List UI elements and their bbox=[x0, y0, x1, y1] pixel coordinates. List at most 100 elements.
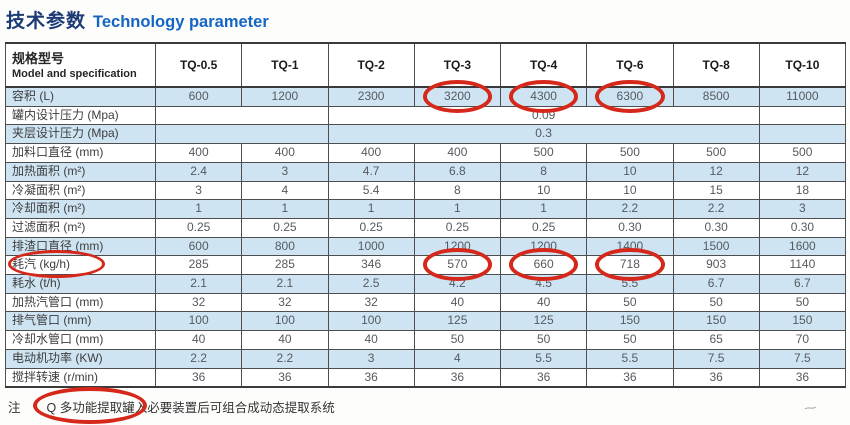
cell: 36 bbox=[586, 367, 674, 388]
cell: 600 bbox=[154, 236, 243, 257]
cell: 36 bbox=[413, 367, 502, 388]
cell: 346 bbox=[327, 255, 415, 276]
parameters-table: 规格型号 Model and specification TQ-0.5 TQ-1 T… bbox=[5, 42, 847, 389]
merged-value-cell: 0.09 bbox=[327, 105, 760, 126]
cell: 1 bbox=[154, 199, 243, 219]
table-row: 耗汽 (kg/h) 285 285 346 570 660 718 903 1140 bbox=[5, 248, 847, 282]
cell: 40 bbox=[154, 330, 243, 350]
corner-squiggle-mark: ~ bbox=[802, 399, 819, 418]
cell: 0.30 bbox=[758, 217, 847, 238]
row-label: 搅拌转速 (r/min) bbox=[5, 367, 156, 388]
cell: 50 bbox=[499, 330, 588, 350]
cell-red-circled: 3200 bbox=[413, 79, 502, 113]
row-label: 排渣口直径 (mm) bbox=[5, 236, 156, 257]
cell: 7.5 bbox=[672, 348, 760, 369]
cell: 0.30 bbox=[586, 217, 674, 238]
cell: 3 bbox=[327, 348, 415, 369]
column-header-tq-6: TQ-6 bbox=[586, 42, 674, 88]
cell: 36 bbox=[327, 367, 415, 388]
table-row: 耗水 (t/h) 2.1 2.1 2.5 4.2 4.5 5.5 6.7 6.7 bbox=[5, 274, 847, 294]
column-header-tq-8: TQ-8 bbox=[672, 42, 760, 88]
table-row: 容积 (L) 600 1200 2300 3200 4300 6300 8500 11000 bbox=[5, 79, 847, 113]
cell: 50 bbox=[586, 292, 674, 313]
cell: 5.5 bbox=[499, 348, 588, 369]
cell: 0.25 bbox=[327, 217, 415, 238]
cell: 800 bbox=[241, 236, 329, 257]
table-row: 加热面积 (m²) 2.4 3 4.7 6.8 8 10 12 12 bbox=[5, 161, 847, 182]
cell: 32 bbox=[241, 292, 329, 313]
cell: 1 bbox=[327, 199, 415, 219]
table-row: 排气管口 (mm) 100 100 100 125 125 150 150 150 bbox=[5, 311, 847, 332]
footnote-circled-text: Q 多功能提取罐 bbox=[32, 387, 147, 424]
cell: 4.2 bbox=[413, 274, 502, 294]
cell: 2.4 bbox=[154, 161, 243, 182]
cell: 50 bbox=[758, 292, 847, 313]
row-label: 冷却面积 (m²) bbox=[5, 199, 156, 219]
cell: 2.5 bbox=[327, 274, 415, 294]
cell: 2.2 bbox=[241, 348, 329, 369]
table-row: 过滤面积 (m²) 0.25 0.25 0.25 0.25 0.25 0.30 0.30 0.3… bbox=[5, 217, 847, 238]
empty-cell bbox=[155, 105, 329, 126]
cell: 500 bbox=[758, 143, 847, 163]
cell: 3 bbox=[154, 180, 243, 201]
cell: 36 bbox=[758, 367, 847, 388]
table-row: 排渣口直径 (mm) 600 800 1000 1200 1200 1400 1500 1600 bbox=[5, 236, 847, 257]
title-english: Technology parameter bbox=[93, 13, 269, 31]
header-row: 规格型号 Model and specification TQ-0.5 TQ-1 T… bbox=[5, 42, 847, 88]
row-label: 冷却水管口 (mm) bbox=[5, 330, 156, 350]
row-label: 加热汽管口 (mm) bbox=[5, 292, 156, 313]
cell: 400 bbox=[241, 143, 329, 163]
table-row: 加料口直径 (mm) 400 400 400 400 500 500 500 500 bbox=[5, 143, 847, 163]
row-label: 加料口直径 (mm) bbox=[5, 143, 156, 163]
cell: 7.5 bbox=[758, 348, 847, 369]
cell: 50 bbox=[413, 330, 502, 350]
cell: 32 bbox=[327, 292, 415, 313]
cell: 100 bbox=[154, 311, 243, 332]
row-label: 过滤面积 (m²) bbox=[5, 217, 156, 238]
cell: 32 bbox=[154, 292, 243, 313]
cell: 100 bbox=[327, 311, 415, 332]
cell: 1140 bbox=[758, 255, 847, 276]
row-label: 罐内设计压力 (Mpa) bbox=[5, 105, 156, 126]
cell: 5.5 bbox=[586, 348, 674, 369]
cell: 40 bbox=[499, 292, 588, 313]
cell: 0.25 bbox=[499, 217, 588, 238]
row-label: 夹层设计压力 (Mpa) bbox=[5, 124, 156, 145]
column-header-tq-2: TQ-2 bbox=[327, 42, 415, 88]
column-header-tq-3: TQ-3 bbox=[413, 42, 502, 88]
cell: 5.4 bbox=[327, 180, 415, 201]
cell: 15 bbox=[672, 180, 760, 201]
cell-red-circled: 6300 bbox=[586, 79, 674, 113]
table-row: 冷却水管口 (mm) 40 40 40 50 50 50 65 70 bbox=[5, 330, 847, 350]
cell: 70 bbox=[758, 330, 847, 350]
cell: 1200 bbox=[413, 236, 502, 257]
table-row: 搅拌转速 (r/min) 36 36 36 36 36 36 36 36 bbox=[5, 367, 847, 388]
cell: 0.25 bbox=[241, 217, 329, 238]
cell: 1200 bbox=[499, 236, 588, 257]
cell: 1200 bbox=[241, 86, 329, 107]
cell: 36 bbox=[241, 367, 329, 388]
cell: 2.2 bbox=[672, 199, 760, 219]
cell: 1 bbox=[499, 199, 588, 219]
cell: 4.5 bbox=[499, 274, 588, 294]
table-row: 加热汽管口 (mm) 32 32 32 40 40 50 50 50 bbox=[5, 292, 847, 313]
cell: 1 bbox=[241, 199, 329, 219]
cell: 3 bbox=[241, 161, 329, 182]
cell: 8 bbox=[413, 180, 502, 201]
cell: 2.1 bbox=[241, 274, 329, 294]
cell: 6.7 bbox=[758, 274, 847, 294]
cell: 10 bbox=[586, 161, 674, 182]
cell: 500 bbox=[586, 143, 674, 163]
cell: 1500 bbox=[672, 236, 760, 257]
table-body: 容积 (L) 600 1200 2300 3200 4300 6300 8500 11000 罐内… bbox=[5, 79, 847, 388]
cell: 40 bbox=[327, 330, 415, 350]
column-header-tq-10: TQ-10 bbox=[758, 42, 847, 88]
cell: 500 bbox=[672, 143, 760, 163]
table-row: 罐内设计压力 (Mpa) 0.09 bbox=[5, 105, 847, 126]
cell: 2.2 bbox=[586, 199, 674, 219]
column-header-tq-1: TQ-1 bbox=[241, 42, 329, 88]
footnote: 注 Q 多功能提取罐入必要装置后可组合成动态提取系统 bbox=[8, 387, 335, 424]
cell: 903 bbox=[672, 255, 760, 276]
cell: 285 bbox=[241, 255, 329, 276]
cell: 150 bbox=[758, 311, 847, 332]
